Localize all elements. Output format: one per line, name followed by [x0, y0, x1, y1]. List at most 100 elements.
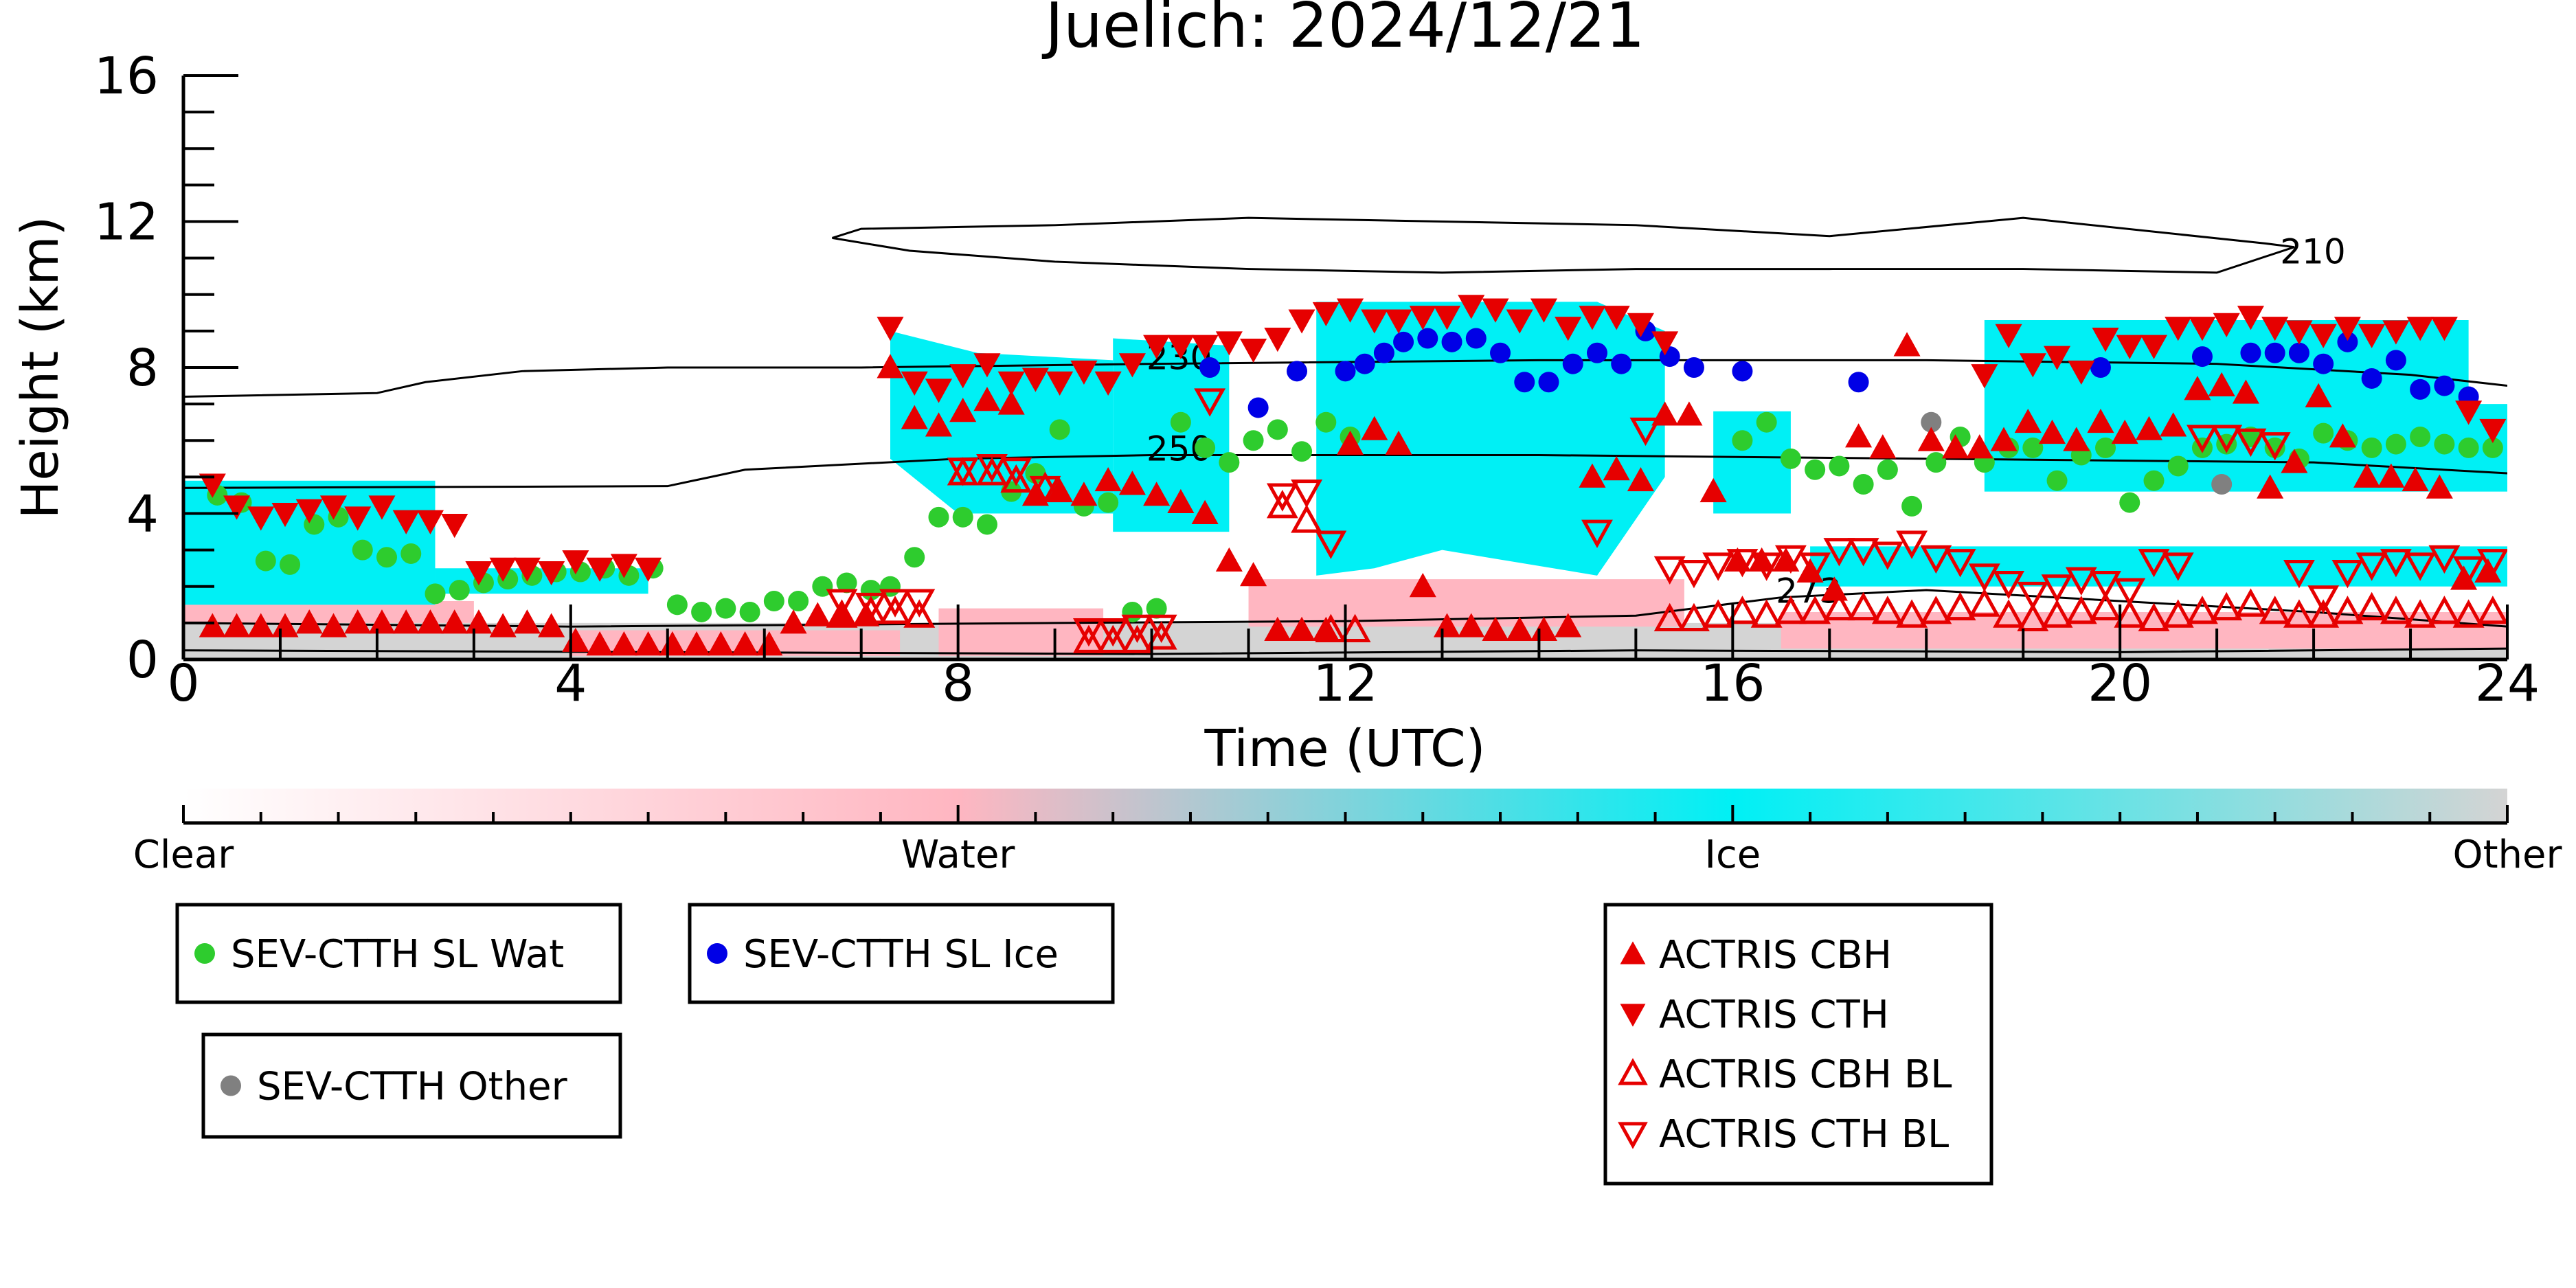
actris-cth-point [2165, 317, 2192, 341]
actris-cbh-point [1675, 401, 1703, 426]
sev-ctth-sl-wat-point [2361, 437, 2382, 458]
actris-cth-point [2406, 317, 2434, 341]
actris-cbh-point [804, 602, 831, 626]
actris-cth-bl-point [1145, 614, 1177, 644]
actris-cbh-point [1288, 616, 1315, 641]
sev-ctth-sl-ice-point [1354, 353, 1375, 374]
sev-ctth-other-point [2211, 474, 2233, 495]
sev-ctth-sl-ice-point [1417, 328, 1438, 349]
actris-cth-bl-point [1653, 556, 1686, 585]
actris-cbh-bl-point [1993, 599, 2025, 628]
actris-cbh-point [247, 613, 275, 637]
actris-cth-point [247, 506, 275, 531]
actris-cth-bl-point [1799, 552, 1831, 581]
actris-cth-point [1603, 306, 1630, 330]
actris-cth-bl-point [1847, 538, 1879, 567]
colorbar: Clear Water Ice Other [133, 789, 2562, 877]
actris-cbh-point [2353, 463, 2381, 488]
sev-ctth-sl-ice-point [1732, 361, 1753, 382]
actris-cbh-point [1240, 562, 1267, 587]
actris-cth-bl-point [1315, 530, 1347, 559]
actris-cth-point [1555, 317, 1582, 341]
sev-ctth-sl-wat-point [425, 583, 446, 605]
actris-cbh-bl-point [2428, 596, 2461, 624]
actris-cbh-bl-point [1097, 624, 1129, 653]
actris-cbh-bl-point [1121, 624, 1153, 653]
actris-cth-point [2334, 317, 2361, 341]
actris-cth-bl-point [2476, 549, 2507, 578]
actris-cbh-point [1506, 616, 1533, 641]
actris-cbh-point [635, 631, 662, 656]
y-tick-label: 0 [126, 631, 159, 690]
actris-cbh-point [610, 631, 637, 656]
actris-cbh-point [1143, 482, 1171, 506]
actris-cth-bl-point [1629, 417, 1662, 447]
axes: 0 4 8 12 16 0 4 8 12 16 20 24 [94, 47, 2540, 713]
region-ice [1113, 338, 1230, 532]
sev-ctth-sl-wat-point [2095, 437, 2116, 458]
actris-cth-point [1409, 306, 1436, 330]
actris-cth-bl-point [2138, 549, 2170, 578]
sev-ctth-sl-wat-point [763, 591, 784, 611]
actris-cbh-bl-point [826, 599, 858, 628]
actris-cth-point [1361, 309, 1388, 334]
sev-ctth-sl-ice-point [1586, 342, 1607, 363]
sev-ctth-sl-wat-point [2119, 492, 2140, 513]
actris-cbh-point [997, 390, 1025, 415]
actris-cth-bl-point [1896, 530, 1928, 559]
actris-cth-point [199, 473, 226, 498]
sev-ctth-sl-ice-point [2410, 379, 2431, 400]
actris-cbh-point [1482, 616, 1509, 641]
actris-cth-point [2309, 324, 2337, 348]
actris-cth-point [392, 510, 420, 534]
actris-cbh-point [1361, 416, 1388, 440]
sev-ctth-sl-wat-point [2167, 455, 2189, 477]
legend-label: SEV-CTTH SL Wat [231, 932, 564, 977]
sev-ctth-sl-ice-point [2240, 342, 2261, 363]
sev-ctth-sl-ice-point [1465, 328, 1487, 349]
y-tick-label: 4 [126, 485, 159, 544]
actris-cbh-point [2281, 449, 2308, 473]
actris-cth-point [925, 379, 953, 403]
legend-marker [1620, 1004, 1646, 1027]
actris-cth-point [586, 557, 613, 582]
actris-cbh-point [925, 412, 953, 437]
legend-label: ACTRIS CBH [1659, 933, 1892, 978]
actris-cth-bl-point [1702, 552, 1735, 581]
actris-cth-bl-point [1750, 552, 1783, 581]
actris-cbh-point [973, 387, 1001, 411]
colorbar-label: Ice [1704, 833, 1761, 877]
actris-cth-point [2043, 346, 2071, 370]
actris-cbh-bl-point [1678, 602, 1710, 632]
x-tick-label: 8 [942, 654, 974, 713]
legend-box-other [201, 1032, 622, 1139]
actris-cth-point [1433, 306, 1461, 330]
actris-cth-point [1971, 364, 1998, 389]
actris-cth-point [1167, 335, 1195, 359]
actris-cbh-bl-point [903, 599, 936, 628]
actris-cbh-bl-point [976, 457, 1008, 486]
actris-cth-bl-point [1266, 483, 1298, 512]
actris-cbh-point [1385, 430, 1412, 455]
sev-ctth-sl-wat-point [1243, 430, 1264, 451]
sev-ctth-sl-wat-point [2482, 437, 2503, 458]
actris-cth-bl-point [2090, 570, 2121, 600]
actris-cbh-point [2063, 427, 2090, 451]
actris-cth-bl-point [2428, 545, 2461, 574]
actris-cbh-point [732, 631, 759, 656]
actris-cbh-bl-point [1920, 596, 1952, 624]
actris-cbh-bl-point [1774, 596, 1807, 624]
actris-cbh-bl-point [1073, 624, 1105, 653]
actris-cth-bl-point [2017, 581, 2049, 611]
actris-cbh-point [441, 609, 468, 634]
actris-cbh-point [1118, 471, 1146, 495]
sev-ctth-sl-wat-point [1853, 474, 1874, 495]
actris-cbh-point [780, 609, 807, 634]
actris-cbh-point [416, 609, 444, 634]
actris-cth-point [441, 513, 468, 539]
actris-cbh-point [1409, 573, 1436, 598]
actris-cth-bl-point [1993, 570, 2025, 600]
actris-cth-bl-point [2404, 552, 2437, 581]
sev-ctth-sl-ice-point [1199, 357, 1221, 378]
actris-cth-point [1530, 298, 1558, 323]
